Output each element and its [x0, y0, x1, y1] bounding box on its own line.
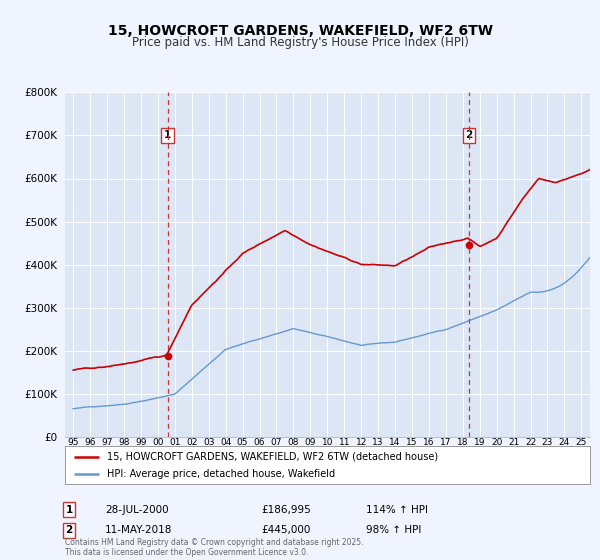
Text: Price paid vs. HM Land Registry's House Price Index (HPI): Price paid vs. HM Land Registry's House … [131, 36, 469, 49]
Text: 2: 2 [65, 525, 73, 535]
Text: 1: 1 [164, 130, 171, 141]
Text: 114% ↑ HPI: 114% ↑ HPI [366, 505, 428, 515]
Text: 15, HOWCROFT GARDENS, WAKEFIELD, WF2 6TW (detached house): 15, HOWCROFT GARDENS, WAKEFIELD, WF2 6TW… [107, 451, 438, 461]
Text: 2: 2 [465, 130, 473, 141]
Text: £445,000: £445,000 [261, 525, 310, 535]
Text: 11-MAY-2018: 11-MAY-2018 [105, 525, 172, 535]
Text: 98% ↑ HPI: 98% ↑ HPI [366, 525, 421, 535]
Text: £186,995: £186,995 [261, 505, 311, 515]
Text: HPI: Average price, detached house, Wakefield: HPI: Average price, detached house, Wake… [107, 469, 335, 479]
Text: 28-JUL-2000: 28-JUL-2000 [105, 505, 169, 515]
Text: 1: 1 [65, 505, 73, 515]
Text: Contains HM Land Registry data © Crown copyright and database right 2025.
This d: Contains HM Land Registry data © Crown c… [65, 538, 364, 557]
Text: 15, HOWCROFT GARDENS, WAKEFIELD, WF2 6TW: 15, HOWCROFT GARDENS, WAKEFIELD, WF2 6TW [107, 24, 493, 38]
